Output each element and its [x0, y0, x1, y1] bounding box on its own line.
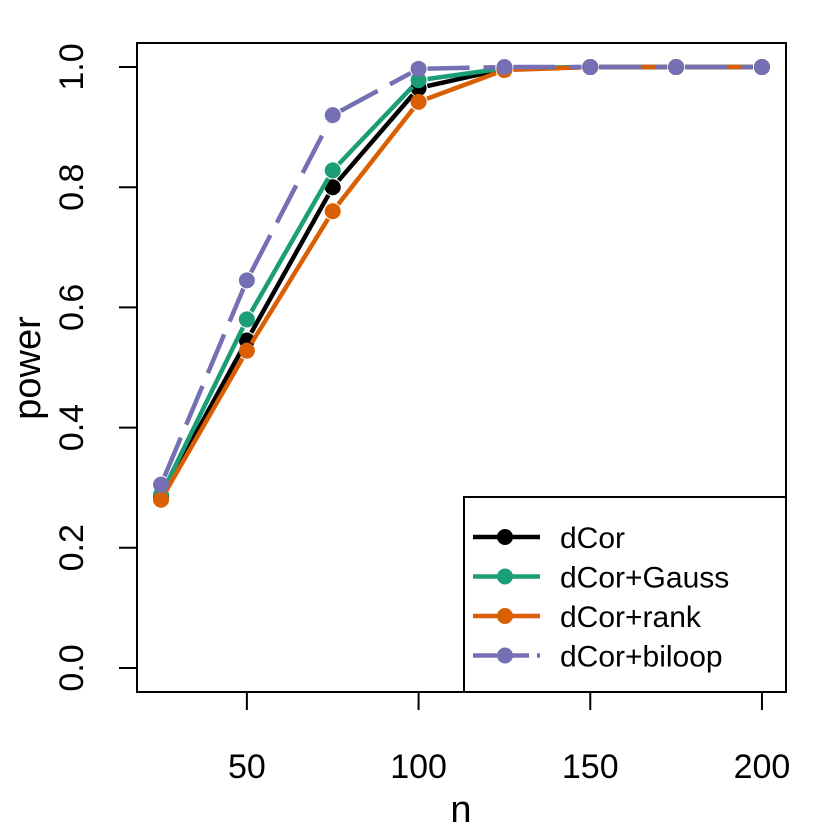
x-tick-label: 150: [562, 748, 619, 786]
x-tick-label: 50: [228, 748, 266, 786]
series-line-segment: [426, 71, 497, 101]
data-point: [582, 59, 599, 76]
data-point: [410, 60, 427, 77]
y-tick-label: 0.8: [53, 164, 91, 211]
x-axis-label: n: [450, 789, 471, 830]
series-line-segment: [427, 67, 496, 82]
series-line-segment: [162, 287, 246, 478]
legend-label: dCor+rank: [560, 601, 702, 634]
data-point: [753, 59, 770, 76]
data-point: [153, 476, 170, 493]
legend-marker: [497, 647, 513, 664]
series-dcor-biloop: [153, 59, 770, 493]
data-point: [324, 179, 341, 196]
y-axis-label: power: [7, 316, 49, 420]
legend-label: dCor+Gauss: [560, 562, 729, 595]
data-point: [153, 491, 170, 508]
legend-marker: [497, 568, 513, 585]
data-point: [324, 162, 341, 179]
series-line-segment: [162, 326, 245, 488]
y-tick-label: 0.6: [53, 284, 91, 331]
x-tick-label: 200: [734, 748, 791, 786]
series-line-segment: [336, 93, 415, 182]
series-line-segment: [337, 85, 414, 166]
legend-entry-dcor-gauss: dCor+Gauss: [473, 562, 729, 595]
legend-entry-dcor: dCor: [473, 522, 625, 555]
series-line-segment: [426, 68, 497, 89]
x-tick-label: 100: [390, 748, 447, 786]
legend-label: dCor: [560, 522, 625, 555]
data-point: [324, 203, 341, 220]
legend-entry-dcor-biloop: dCor+biloop: [473, 641, 723, 674]
legend-box: [463, 496, 787, 693]
series-line-segment: [249, 217, 330, 345]
legend: dCor dCor+Gauss dCor+rank dCor+biloop: [463, 496, 787, 693]
data-point: [668, 59, 685, 76]
y-axis: 0.0 0.2 0.4 0.6 0.8 1.0: [53, 43, 138, 692]
series-line-segment: [163, 357, 245, 494]
data-point: [324, 107, 341, 124]
series-line-segment: [249, 177, 331, 313]
series-line-segment: [339, 71, 412, 113]
legend-marker: [497, 608, 513, 624]
y-tick-label: 0.2: [53, 524, 91, 571]
series-line-segment: [336, 107, 415, 206]
y-tick-label: 1.0: [53, 43, 91, 90]
legend-marker: [497, 529, 513, 545]
series-line-segment: [427, 64, 496, 71]
series-layer: [153, 59, 770, 508]
data-point: [496, 59, 513, 76]
legend-entry-dcor-rank: dCor+rank: [473, 601, 702, 634]
legend-label: dCor+biloop: [560, 641, 723, 674]
data-point: [410, 93, 427, 110]
y-tick-label: 0.4: [53, 404, 91, 451]
series-line-segment: [249, 122, 331, 274]
data-point: [238, 342, 255, 359]
y-tick-label: 0.0: [53, 644, 91, 691]
data-point: [410, 72, 427, 89]
x-axis: 50 100 150 200: [228, 691, 791, 786]
data-point: [238, 272, 255, 289]
data-point: [238, 311, 255, 328]
series-line-segment: [249, 193, 331, 334]
